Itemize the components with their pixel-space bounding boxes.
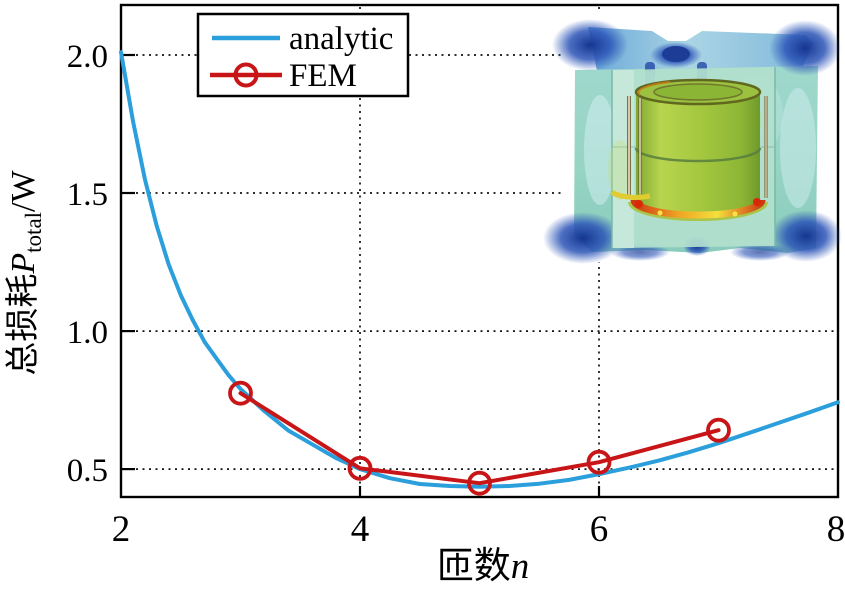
fem-inset-image [543,10,842,264]
fem-marker-n4 [347,455,373,481]
y-axis-title-subscript: total [21,212,46,253]
x-tick-label-2: 2 [112,509,131,550]
y-axis-title: 总损耗Ptotal/W [4,169,46,375]
fem-markers [228,380,731,496]
x-tick-label-8: 8 [827,509,845,550]
fem-marker-n3 [228,380,253,406]
y-axis-title-unit: /W [5,169,42,211]
x-axis-title-symbol: n [511,546,530,587]
x-tick-label-4: 4 [351,509,370,550]
series-analytic [119,50,840,489]
x-axis-title: 匝数n [437,545,530,587]
fem-line [238,391,721,486]
plot-frame [119,3,840,499]
y-tick-label-2.0: 2.0 [67,39,108,75]
y-tick-label-1.5: 1.5 [67,177,108,213]
y-tick-label-0.5: 0.5 [67,453,108,489]
y-axis-title-symbol: P [5,253,42,275]
y-tick-label-1.0: 1.0 [67,315,108,351]
fem-marker-n7 [706,417,731,443]
series-fem [228,380,731,496]
legend-fem-marker [233,62,259,88]
y-tick-labels: 0.5 1.0 1.5 2.0 [67,39,108,489]
x-axis-title-text: 匝数 [437,545,511,587]
legend-box [196,12,410,98]
fem-marker-n6 [586,449,612,475]
legend-label-analytic: analytic [289,21,393,57]
legend: analytic FEM [196,12,410,98]
x-tick-label-6: 6 [590,509,609,550]
analytic-curve [119,50,840,489]
fem-marker-n5 [467,470,492,496]
y-axis-title-text: 总损耗 [4,274,42,376]
legend-label-fem: FEM [289,58,357,94]
x-tick-labels: 2 4 6 8 [112,509,845,550]
